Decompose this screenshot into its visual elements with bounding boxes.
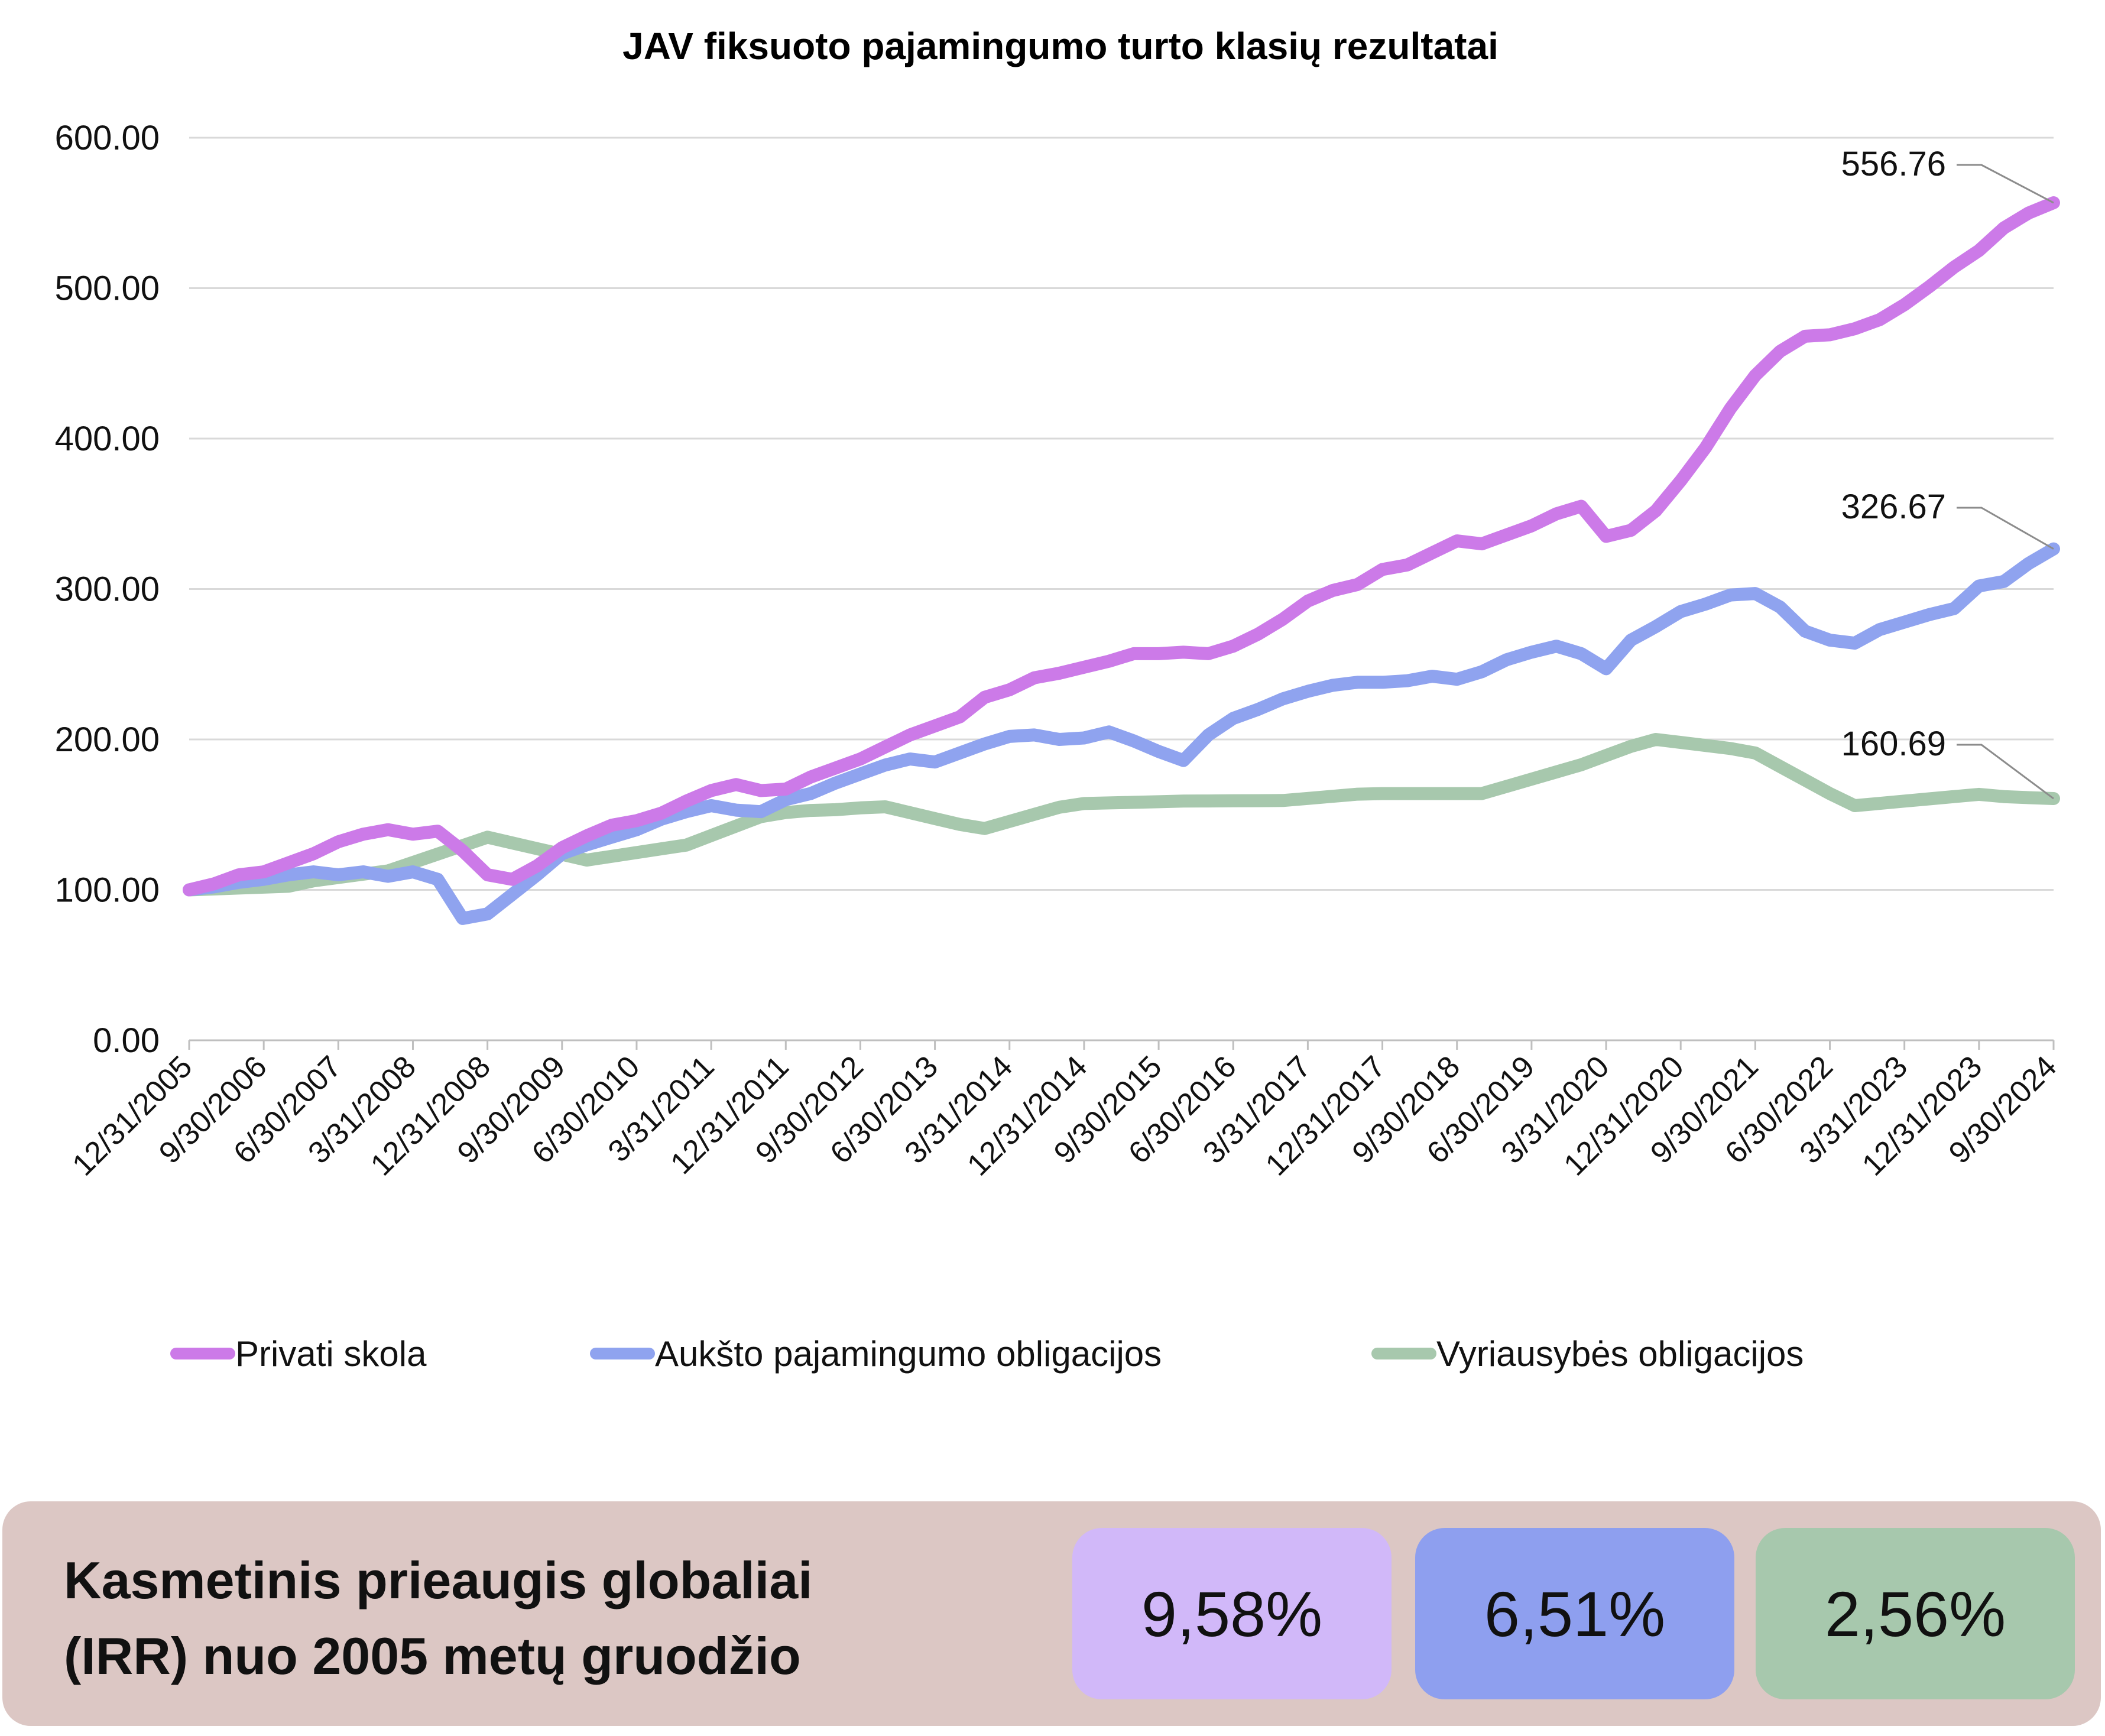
end-value-label: 160.69 — [1841, 725, 1946, 763]
series-line-2 — [183, 542, 2060, 925]
end-value-label: 556.76 — [1841, 145, 1946, 183]
irr-value-private-debt: 9,58% — [1072, 1528, 1392, 1699]
legend-label: Aukšto pajamingumo obligacijos — [655, 1334, 1162, 1374]
leader-line — [1957, 744, 2054, 800]
legend: Privati skola Aukšto pajamingumo obligaci… — [170, 1334, 1804, 1374]
y-tick-label: 500.00 — [55, 270, 160, 308]
irr-panel — [2, 1501, 2101, 1726]
y-tick-label: 0.00 — [93, 1021, 160, 1060]
series-lines — [183, 196, 2060, 925]
leader-line — [1957, 164, 2054, 204]
gridlines — [189, 137, 2054, 1041]
y-tick-label: 200.00 — [55, 721, 160, 759]
end-value-label: 326.67 — [1841, 488, 1946, 526]
irr-title: Kasmetinis prieaugis globaliai (IRR) nuo… — [64, 1543, 1069, 1694]
series-line-1 — [183, 196, 2060, 897]
y-axis-ticks: 0.00 100.00 200.00 300.00 400.00 500.00 600.00 — [55, 119, 160, 1060]
leader-line — [1957, 507, 2054, 550]
chart-title: JAV fiksuoto pajamingumo turto klasių re… — [622, 25, 1499, 67]
y-tick-label: 600.00 — [55, 119, 160, 157]
y-tick-label: 100.00 — [55, 871, 160, 910]
legend-label: Vyriausybės obligacijos — [1436, 1334, 1804, 1374]
end-value-labels: 556.76 326.67 160.69 — [1841, 145, 2054, 800]
line-chart: JAV fiksuoto pajamingumo turto klasių re… — [55, 25, 2064, 1374]
irr-value-high-yield-bonds: 6,51% — [1415, 1528, 1734, 1699]
x-axis-ticks: 12/31/20059/30/20066/30/20073/31/200812/… — [66, 1040, 2063, 1183]
y-tick-label: 400.00 — [55, 420, 160, 458]
series-line-3 — [183, 733, 2060, 897]
irr-title-line-2: (IRR) nuo 2005 metų gruodžio — [64, 1627, 801, 1685]
legend-label: Privati skola — [235, 1334, 427, 1374]
irr-value-government-bonds: 2,56% — [1756, 1528, 2075, 1699]
y-tick-label: 300.00 — [55, 570, 160, 609]
irr-title-line-1: Kasmetinis prieaugis globaliai — [64, 1551, 813, 1610]
